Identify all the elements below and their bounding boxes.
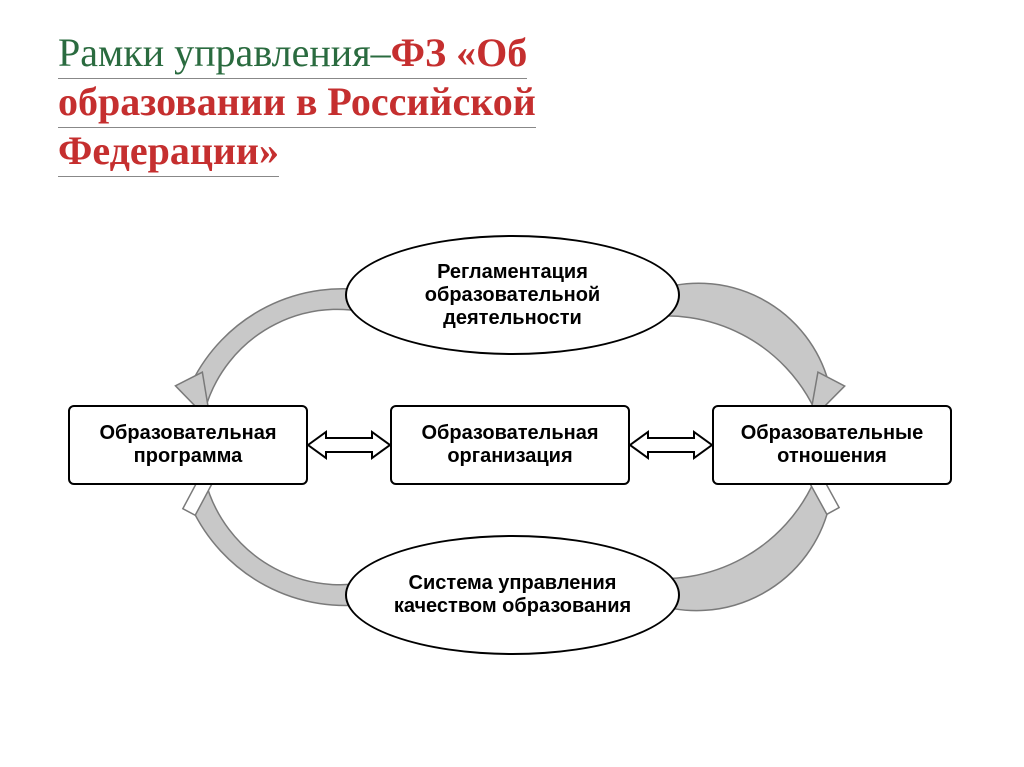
title-part2b: образовании в Российской [58, 79, 536, 128]
node-left-label: Образовательная программа [84, 422, 292, 468]
slide-title: Рамки управления – ФЗ «Об образовании в … [58, 30, 954, 177]
title-part1: Рамки управления [58, 30, 371, 79]
node-right: Образовательные отношения [712, 405, 952, 485]
node-top: Регламентация образовательной деятельнос… [345, 235, 680, 355]
slide: Рамки управления – ФЗ «Об образовании в … [0, 0, 1024, 767]
node-bottom-label: Система управления качеством образования [377, 572, 648, 618]
node-center-label: Образовательная организация [406, 422, 614, 468]
title-part2c: Федерации» [58, 128, 279, 177]
node-top-label: Регламентация образовательной деятельнос… [377, 261, 648, 330]
node-center: Образовательная организация [390, 405, 630, 485]
center-to-left [308, 432, 390, 458]
node-bottom: Система управления качеством образования [345, 535, 680, 655]
title-part2a: ФЗ «Об [391, 30, 528, 79]
node-left: Образовательная программа [68, 405, 308, 485]
center-to-right [630, 432, 712, 458]
title-sep: – [371, 30, 391, 79]
node-right-label: Образовательные отношения [728, 422, 936, 468]
